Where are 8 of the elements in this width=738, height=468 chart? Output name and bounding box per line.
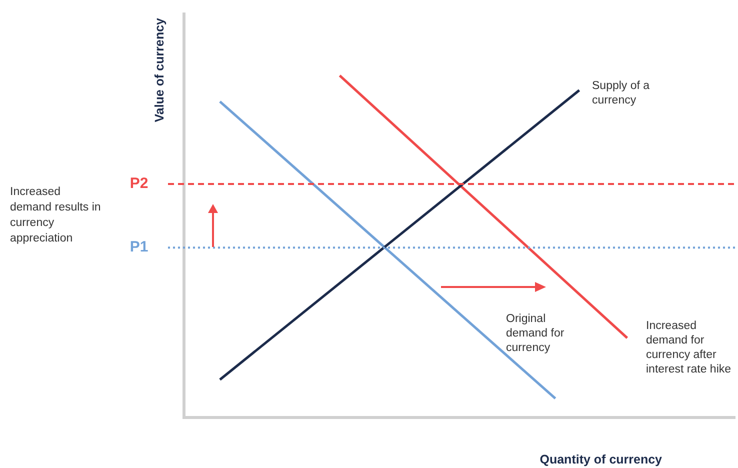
x-axis-title: Quantity of currency (540, 452, 662, 466)
y-axis-title: Value of currency (152, 18, 166, 122)
ref-line-label: P1 (130, 238, 148, 256)
series-label: Original demand for currency (506, 312, 564, 354)
series-label: Supply of a currency (592, 80, 650, 106)
ref-line-label: P2 (130, 175, 148, 192)
series-label: Increased demand for currency after interest rate hike (646, 320, 732, 376)
text: Increased demand results in currency appreciation (10, 186, 101, 244)
